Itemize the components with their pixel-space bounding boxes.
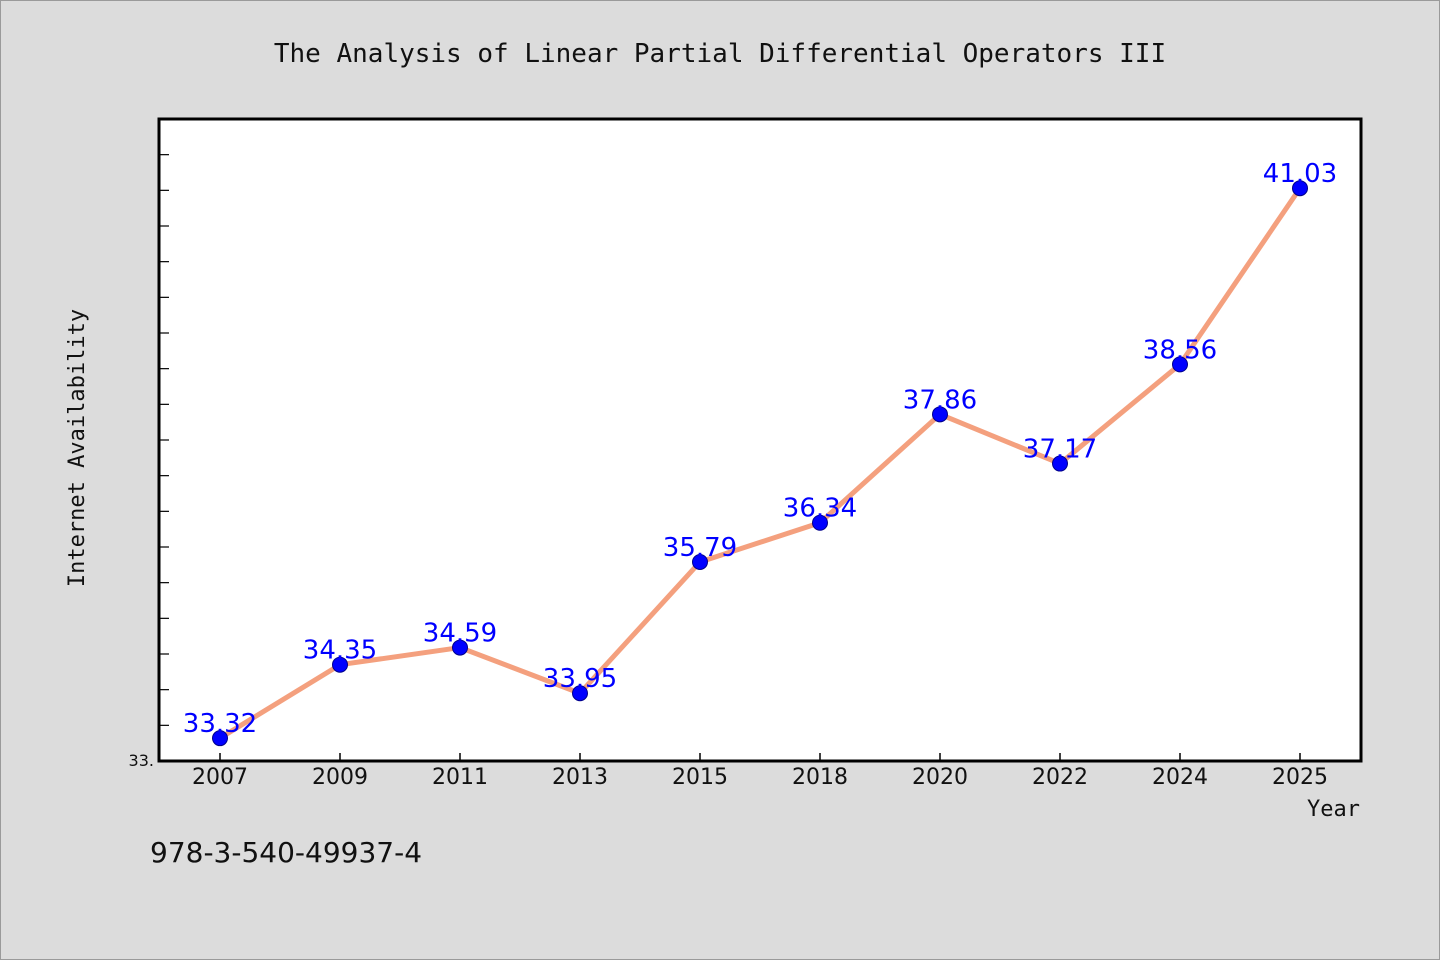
data-point	[812, 514, 828, 531]
x-tick-label: 2013	[552, 765, 608, 790]
data-point	[1292, 180, 1308, 197]
data-label: 34.35	[303, 636, 377, 666]
x-tick-label: 2022	[1032, 765, 1088, 790]
data-point	[1052, 455, 1068, 472]
x-tick-label: 2009	[312, 765, 368, 790]
data-point	[332, 656, 348, 673]
data-point	[692, 553, 708, 570]
x-tick-label: 2015	[672, 765, 728, 790]
x-tick-label: 2018	[792, 765, 848, 790]
series-line-group	[217, 185, 1303, 741]
x-tick-label: 2025	[1272, 765, 1328, 790]
x-tick-label: 2007	[192, 765, 248, 790]
data-point	[932, 406, 948, 423]
x-axis-ticks: 2007 2009 2011 2013 2015 2018 2020 2022 2024 2025	[192, 753, 1328, 790]
data-label: 36.34	[783, 494, 857, 524]
x-tick-label: 2024	[1152, 765, 1208, 790]
data-point	[452, 639, 468, 656]
data-label: 38.56	[1143, 335, 1217, 365]
x-axis-label: Year	[1307, 797, 1360, 822]
data-label: 34.59	[423, 619, 497, 649]
plot-area	[157, 117, 1363, 763]
data-point	[212, 730, 228, 747]
data-label: 37.17	[1023, 435, 1097, 465]
data-point	[572, 685, 588, 702]
isbn-text: 978-3-540-49937-4	[150, 836, 422, 869]
chart-title: The Analysis of Linear Partial Different…	[274, 39, 1166, 69]
data-label: 35.79	[663, 533, 737, 563]
data-labels: 33.32 34.35 34.59 33.95 35.79 36.34 37.86 37.17…	[183, 159, 1337, 739]
data-label: 41.03	[1263, 159, 1337, 189]
x-tick-label: 2020	[912, 765, 968, 790]
data-label: 33.32	[183, 709, 257, 739]
series-markers	[212, 180, 1308, 747]
data-point	[1172, 356, 1188, 373]
y-axis-label: Internet Availability	[65, 309, 90, 587]
series-line	[217, 185, 1303, 741]
data-label: 37.86	[903, 385, 977, 415]
data-label: 33.95	[543, 664, 617, 694]
y-axis-ticks	[159, 154, 169, 726]
x-tick-label: 2011	[432, 765, 488, 790]
y-axis-min-label: 33.	[129, 751, 154, 770]
